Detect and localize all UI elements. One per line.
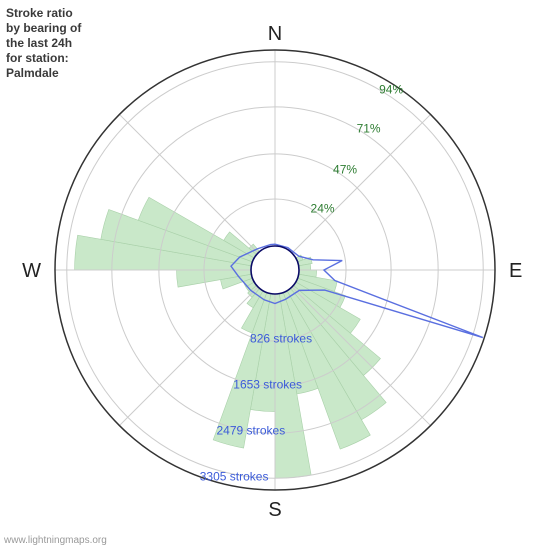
pct-ring-label: 94% (379, 83, 403, 97)
stroke-ring-label: 2479 strokes (217, 424, 286, 438)
pct-ring-label: 47% (333, 162, 357, 176)
cardinal-n: N (268, 23, 282, 45)
stroke-ring-label: 826 strokes (250, 332, 312, 346)
stroke-ring-label: 3305 strokes (200, 470, 269, 484)
cardinal-e: E (509, 260, 522, 282)
chart-title: Stroke ratio by bearing of the last 24h … (6, 6, 81, 81)
stroke-ring-label: 1653 strokes (233, 378, 302, 392)
cardinal-s: S (268, 499, 281, 521)
cardinal-w: W (22, 260, 41, 282)
polar-chart: 24% 47% 71% 94% 826 strokes 1653 strokes 2479 … (0, 0, 550, 550)
hub-ring (251, 246, 299, 294)
pct-ring-label: 71% (357, 122, 381, 136)
footer-credit: www.lightningmaps.org (4, 535, 107, 546)
pct-ring-label: 24% (311, 201, 335, 215)
